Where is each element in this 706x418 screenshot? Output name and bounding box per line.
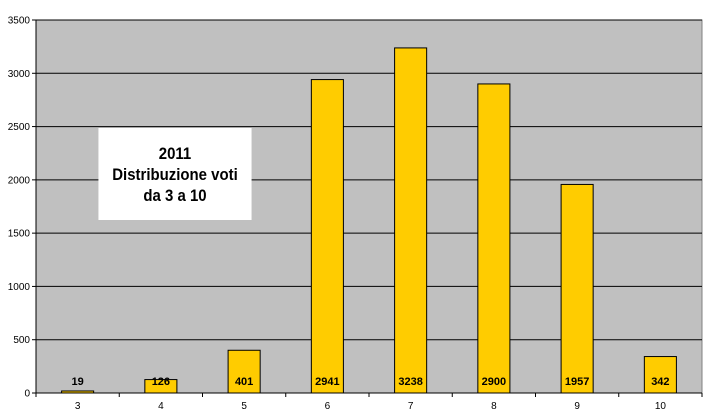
y-tick-label: 1000 bbox=[8, 282, 31, 293]
bars bbox=[61, 47, 677, 394]
y-tick-label: 2000 bbox=[8, 175, 31, 186]
bar-8 bbox=[477, 83, 511, 394]
y-axis: 0 500 1000 1500 2000 2500 3000 3500 bbox=[8, 16, 37, 400]
data-label-5: 401 bbox=[235, 376, 253, 388]
chart-title-range: da 3 a 10 bbox=[143, 185, 207, 205]
x-tick-label-4: 4 bbox=[158, 401, 164, 412]
x-tick-label-10: 10 bbox=[655, 401, 667, 412]
data-label-8: 2900 bbox=[482, 376, 506, 388]
data-label-3: 19 bbox=[72, 376, 84, 388]
x-tick-label-7: 7 bbox=[408, 401, 414, 412]
chart-title-box: 2011 Distribuzione voti da 3 a 10 bbox=[98, 128, 252, 220]
y-tick-label: 500 bbox=[13, 335, 30, 346]
data-label-7: 3238 bbox=[398, 376, 422, 388]
chart-title-main: Distribuzione voti bbox=[112, 164, 238, 184]
y-tick-label: 1500 bbox=[8, 229, 31, 240]
data-label-9: 1957 bbox=[565, 376, 589, 388]
y-tick-label: 2500 bbox=[8, 122, 31, 133]
chart-title-year: 2011 bbox=[158, 143, 192, 163]
y-tick-label: 3000 bbox=[8, 69, 31, 80]
y-tick-label: 0 bbox=[24, 389, 30, 400]
bar-10 bbox=[643, 356, 677, 394]
data-label-10: 342 bbox=[651, 376, 669, 388]
x-tick-label-6: 6 bbox=[325, 401, 331, 412]
y-tick-label: 3500 bbox=[8, 16, 31, 27]
x-tick-label-5: 5 bbox=[241, 401, 247, 412]
data-label-6: 2941 bbox=[315, 376, 339, 388]
data-label-4: 126 bbox=[152, 376, 170, 388]
x-tick-label-9: 9 bbox=[574, 401, 580, 412]
x-tick-label-3: 3 bbox=[75, 401, 81, 412]
bar-9 bbox=[560, 183, 594, 394]
bar-7 bbox=[394, 47, 428, 394]
data-labels: 19 126 401 2941 3238 2900 1957 342 bbox=[72, 376, 670, 388]
bar-6 bbox=[310, 79, 344, 394]
x-axis: 3 4 5 6 7 8 9 10 bbox=[35, 392, 703, 412]
x-tick-label-8: 8 bbox=[491, 401, 497, 412]
